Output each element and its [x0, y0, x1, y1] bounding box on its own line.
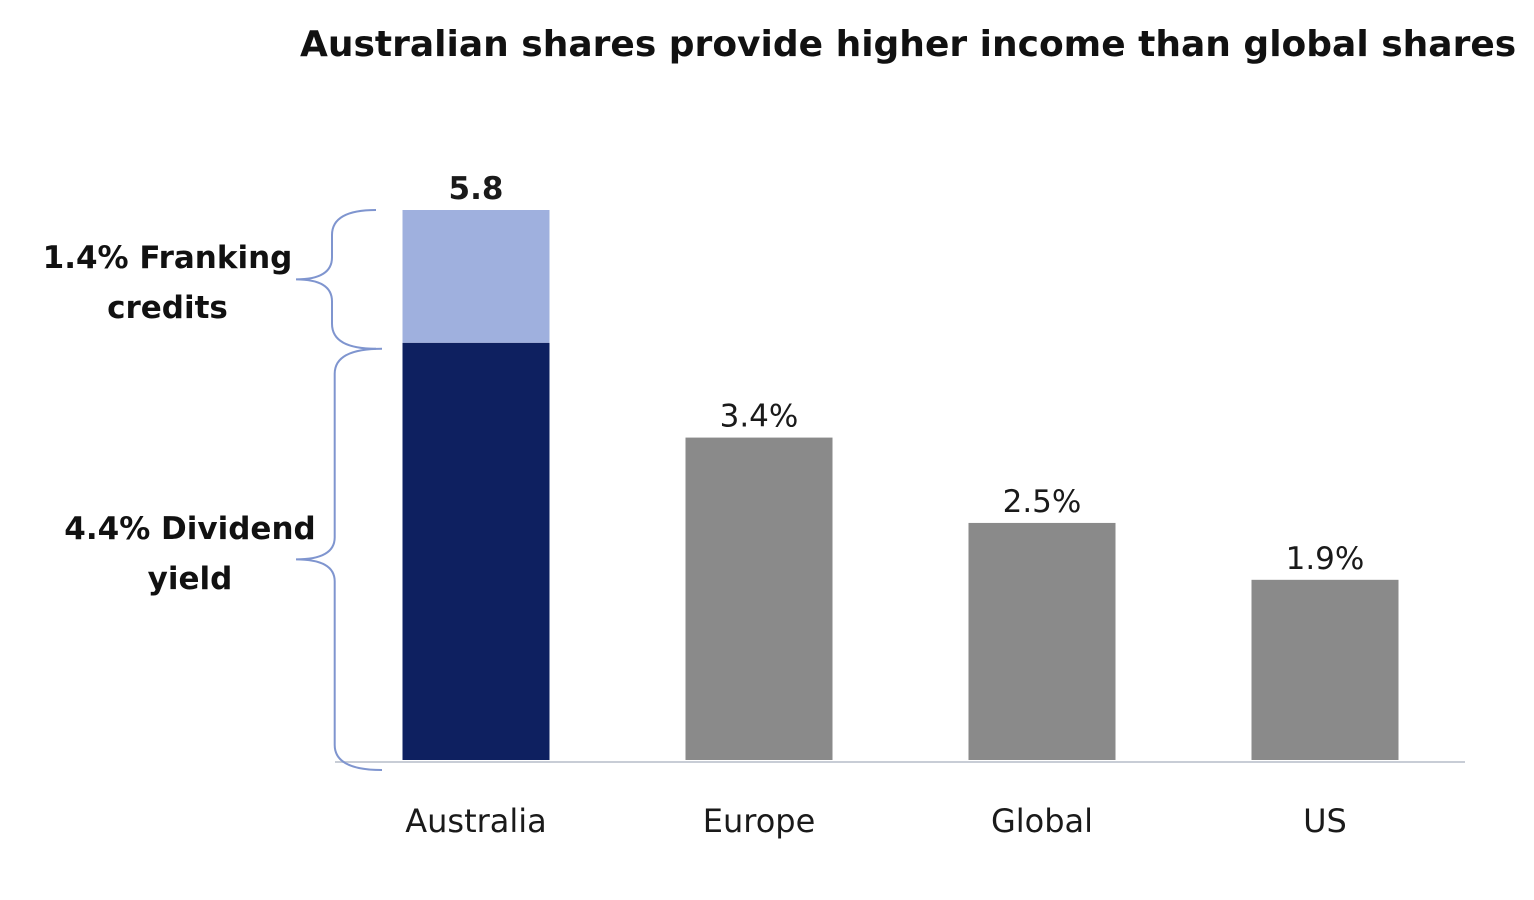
tick-label-us: US — [1303, 802, 1347, 840]
bar-global — [968, 522, 1116, 760]
dividend-annotation-line1: 4.4% Dividend — [64, 511, 316, 547]
bar-us — [1251, 579, 1399, 760]
tick-label-australia: Australia — [405, 802, 547, 840]
data-label-us: 1.9% — [1286, 541, 1365, 577]
tick-label-europe: Europe — [703, 802, 816, 840]
dividend-annotation: 4.4% Dividend yield — [60, 504, 320, 604]
dividend-annotation-line2: yield — [147, 561, 233, 597]
franking-brace — [295, 209, 377, 350]
dividend-brace — [295, 347, 383, 771]
data-label-australia: 5.8 — [449, 171, 504, 207]
bar-europe — [685, 437, 833, 760]
bar-australia-dividend — [402, 342, 550, 760]
bar-australia-franking — [402, 210, 550, 343]
franking-annotation-line1: 1.4% Franking — [42, 240, 293, 276]
tick-label-global: Global — [991, 802, 1093, 840]
franking-annotation-line2: credits — [107, 290, 228, 326]
bars-layer — [402, 210, 1399, 760]
data-label-europe: 3.4% — [720, 399, 799, 435]
franking-annotation: 1.4% Franking credits — [40, 233, 295, 333]
chart-title: Australian shares provide higher income … — [300, 24, 1517, 65]
labels-layer: 5.8 Australia 3.4% Europe 2.5% Global 1.9% US — [405, 171, 1364, 840]
data-label-global: 2.5% — [1003, 484, 1082, 520]
